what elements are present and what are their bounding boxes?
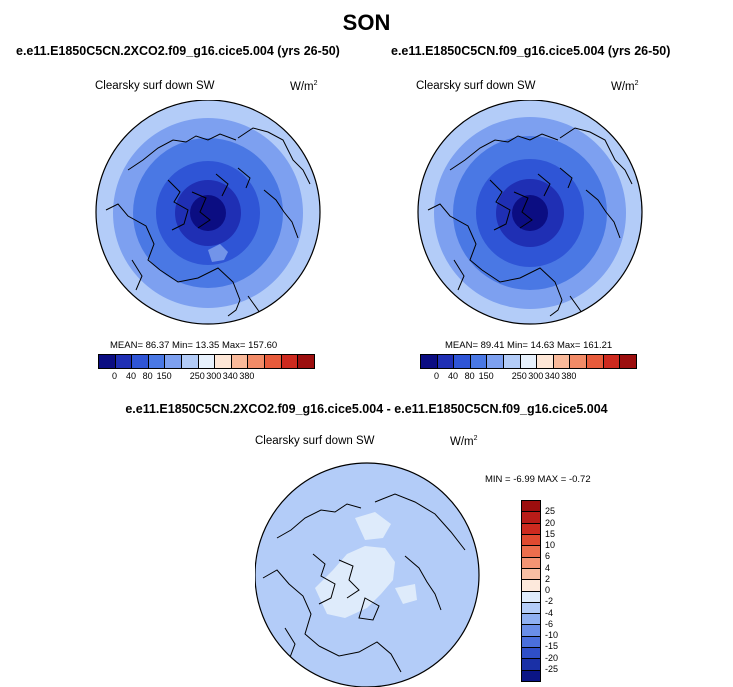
- colorbar-tick-label: 300: [528, 371, 544, 381]
- panel2-variable-label: Clearsky surf down SW: [416, 80, 536, 92]
- colorbar-swatch: [522, 523, 540, 535]
- colorbar-swatch: [215, 355, 232, 368]
- colorbar-tick-label: -25: [545, 663, 559, 674]
- colorbar-tick-label: 380: [561, 371, 577, 381]
- colorbar-swatch: [198, 355, 216, 368]
- colorbar-tick-label: 150: [156, 371, 172, 381]
- colorbar-tick-label: 300: [206, 371, 222, 381]
- colorbar-tick-label: 340: [222, 371, 238, 381]
- colorbar-tick-label: 80: [142, 371, 153, 381]
- colorbar-tick-label: 40: [126, 371, 137, 381]
- diff-variable-label: Clearsky surf down SW: [255, 435, 375, 447]
- colorbar-swatch: [437, 355, 455, 368]
- diff-stats: MIN = -6.99 MAX = -0.72: [485, 474, 591, 485]
- colorbar-tick-label: 40: [448, 371, 459, 381]
- colorbar-swatch: [620, 355, 636, 368]
- colorbar-tick-label: 340: [544, 371, 560, 381]
- colorbar-swatch: [231, 355, 249, 368]
- colorbar-swatch: [132, 355, 149, 368]
- colorbar-swatch: [603, 355, 621, 368]
- panel1-colorbar-labels: 0 40 80 150 250 300 340 380: [98, 371, 315, 383]
- colorbar-swatch: [421, 355, 438, 368]
- colorbar-tick-label: 20: [545, 517, 556, 528]
- colorbar-tick-label: 0: [545, 585, 551, 595]
- panel2-title: e.e11.E1850C5CN.f09_g16.cice5.004 (yrs 2…: [391, 44, 671, 58]
- colorbar-swatch: [182, 355, 199, 368]
- colorbar-swatch: [470, 355, 488, 368]
- colorbar-tick-label: -2: [545, 596, 554, 607]
- colorbar-swatch: [165, 355, 183, 368]
- colorbar-tick-label: 250: [189, 371, 205, 381]
- colorbar-swatch: [537, 355, 554, 368]
- colorbar-swatch: [99, 355, 116, 368]
- colorbar-swatch: [522, 614, 540, 626]
- colorbar-swatch: [522, 512, 540, 524]
- colorbar-tick-label: 380: [239, 371, 255, 381]
- colorbar-swatch: [522, 670, 540, 681]
- panel2-polar-map: [417, 100, 643, 325]
- colorbar-tick-label: -15: [545, 641, 559, 652]
- colorbar-swatch: [487, 355, 505, 368]
- panel1-polar-map: [95, 100, 321, 325]
- colorbar-swatch: [522, 625, 540, 637]
- colorbar-tick-label: 250: [511, 371, 527, 381]
- colorbar-swatch: [522, 568, 540, 581]
- colorbar-swatch: [298, 355, 314, 368]
- colorbar-swatch: [553, 355, 571, 368]
- colorbar-swatch: [522, 546, 540, 558]
- panel1-variable-label: Clearsky surf down SW: [95, 80, 215, 92]
- diff-units: W/m2: [450, 435, 478, 448]
- colorbar-tick-label: 80: [464, 371, 475, 381]
- colorbar-swatch: [570, 355, 588, 368]
- colorbar-tick-label: -4: [545, 607, 554, 618]
- colorbar-swatch: [115, 355, 133, 368]
- colorbar-swatch: [520, 355, 538, 368]
- colorbar-swatch: [522, 591, 540, 603]
- panel1-stats: MEAN= 86.37 Min= 13.35 Max= 157.60: [110, 340, 278, 351]
- colorbar-swatch: [265, 355, 282, 368]
- colorbar-swatch: [522, 557, 540, 569]
- colorbar-swatch: [248, 355, 266, 368]
- panel2-stats: MEAN= 89.41 Min= 14.63 Max= 161.21: [445, 340, 613, 351]
- panel1-title: e.e11.E1850C5CN.2XCO2.f09_g16.cice5.004 …: [16, 44, 340, 58]
- diff-colorbar-labels: 25 20 15 10 6 4 2 0 -2 -4 -6 -10 -15 -20 -25: [545, 500, 575, 680]
- colorbar-tick-label: 2: [545, 573, 551, 584]
- colorbar-tick-label: 15: [545, 528, 556, 539]
- colorbar-tick-label: 6: [545, 551, 551, 562]
- diff-polar-map: [255, 462, 480, 687]
- panel2-units: W/m2: [611, 80, 639, 93]
- colorbar-tick-label: -6: [545, 618, 554, 629]
- colorbar-swatch: [522, 580, 540, 592]
- diff-colorbar: [521, 500, 541, 682]
- panel1-units: W/m2: [290, 80, 318, 93]
- colorbar-swatch: [522, 648, 540, 660]
- colorbar-swatch: [281, 355, 299, 368]
- colorbar-swatch: [454, 355, 471, 368]
- colorbar-tick-label: 4: [545, 562, 551, 573]
- diff-title: e.e11.E1850C5CN.2XCO2.f09_g16.cice5.004 …: [125, 402, 608, 416]
- colorbar-tick-label: 150: [478, 371, 494, 381]
- colorbar-swatch: [504, 355, 521, 368]
- colorbar-swatch: [148, 355, 166, 368]
- colorbar-swatch: [522, 636, 540, 649]
- colorbar-swatch: [522, 602, 540, 615]
- colorbar-tick-label: 0: [112, 371, 118, 381]
- season-title: SON: [342, 10, 391, 35]
- colorbar-swatch: [587, 355, 604, 368]
- panel2-colorbar-labels: 0 40 80 150 250 300 340 380: [420, 371, 637, 383]
- colorbar-tick-label: 10: [545, 540, 556, 550]
- panel2-colorbar: [420, 354, 637, 369]
- colorbar-tick-label: 0: [434, 371, 440, 381]
- colorbar-tick-label: -10: [545, 630, 559, 640]
- colorbar-swatch: [522, 501, 540, 513]
- colorbar-tick-label: 25: [545, 506, 556, 517]
- panel1-colorbar: [98, 354, 315, 369]
- colorbar-swatch: [522, 534, 540, 547]
- colorbar-tick-label: -20: [545, 652, 559, 663]
- colorbar-swatch: [522, 659, 540, 671]
